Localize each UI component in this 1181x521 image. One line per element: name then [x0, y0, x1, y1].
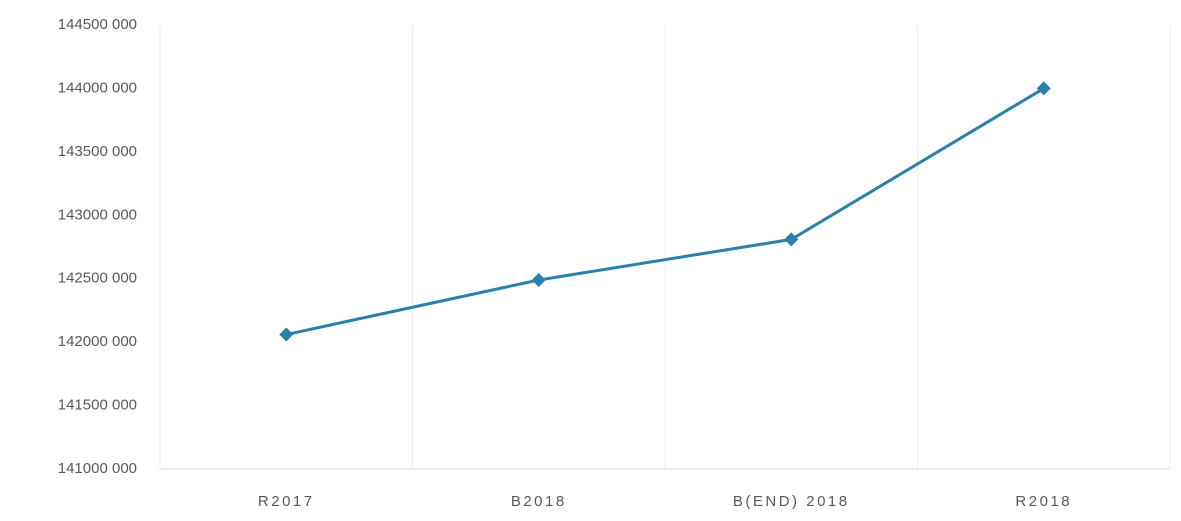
- line: [285, 87, 1045, 336]
- y-tick-label: 141500 000: [58, 397, 137, 414]
- y-tick-label: 142500 000: [58, 270, 137, 287]
- marker: [279, 327, 294, 342]
- marker: [531, 272, 546, 287]
- y-tick-label: 144500 000: [58, 16, 137, 33]
- y-tick-label: 141000 000: [58, 460, 137, 477]
- x-tick-label: R2018: [1015, 493, 1072, 510]
- x-tick-label: R2017: [258, 493, 315, 510]
- y-tick-label: 142000 000: [58, 333, 137, 350]
- x-tick-label: B2018: [511, 493, 567, 510]
- y-tick-label: 144000 000: [58, 79, 137, 96]
- y-tick-label: 143000 000: [58, 206, 137, 223]
- marker: [1036, 81, 1051, 96]
- x-tick-label: B(END) 2018: [733, 493, 850, 510]
- marker: [784, 232, 799, 247]
- y-tick-label: 143500 000: [58, 143, 137, 160]
